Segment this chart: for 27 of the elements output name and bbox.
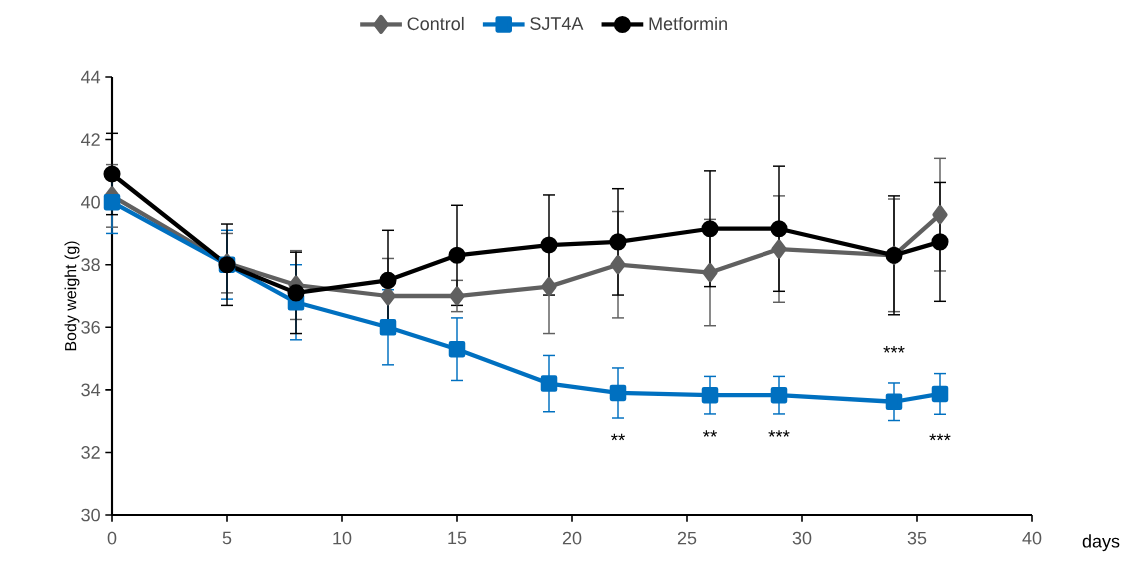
y-tick-label: 42: [81, 133, 100, 146]
legend-label: Metformin: [649, 16, 727, 31]
annotation: ***: [768, 430, 790, 437]
y-tick-label: 34: [81, 383, 101, 397]
y-tick-label: 44: [81, 70, 101, 84]
x-axis-title: days: [1082, 534, 1120, 552]
annotation: ***: [883, 346, 905, 353]
x-tick-label: 15: [448, 531, 467, 545]
annotation: **: [703, 430, 717, 437]
x-tick-label: 10: [333, 531, 352, 545]
y-tick-label: 40: [81, 195, 100, 209]
x-tick-label: 30: [792, 531, 812, 545]
y-tick-label: 38: [81, 258, 100, 272]
y-tick-label: 32: [81, 446, 100, 459]
annotation: **: [611, 433, 625, 441]
x-tick-label: 35: [907, 531, 927, 545]
legend-label: SJT4A: [530, 17, 584, 30]
x-tick-label: 40: [1022, 531, 1042, 545]
x-tick-label: 5: [222, 531, 232, 545]
y-tick-label: 30: [81, 508, 100, 522]
legend-label: Control: [407, 16, 464, 31]
x-tick-label: 20: [562, 531, 582, 545]
y-tick-label: 36: [81, 320, 100, 334]
y-axis-title: Body weight (g): [64, 241, 80, 351]
annotation: ***: [929, 433, 951, 441]
x-tick-label: 0: [107, 531, 117, 545]
x-tick-label: 25: [677, 531, 697, 545]
